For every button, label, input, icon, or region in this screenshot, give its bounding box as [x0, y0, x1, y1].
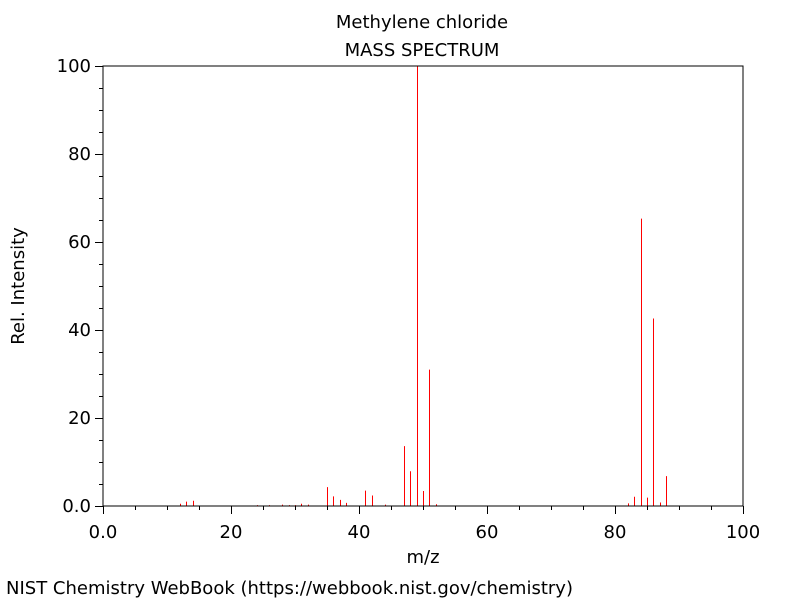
y-axis-ticks: 0.0 20 40 60 80 100 — [57, 56, 103, 517]
peaks-layer — [180, 66, 667, 506]
chart-title: Methylene chloride — [336, 12, 508, 33]
x-tick-label: 80 — [604, 522, 627, 543]
x-tick-label: 60 — [476, 522, 499, 543]
chart-subtitle: MASS SPECTRUM — [345, 40, 500, 61]
x-axis-ticks: 0.0 20 40 60 80 100 — [89, 506, 760, 543]
x-tick-label: 40 — [348, 522, 371, 543]
y-axis-label: Rel. Intensity — [8, 227, 29, 345]
y-tick-label: 20 — [68, 408, 91, 429]
x-tick-label: 20 — [220, 522, 243, 543]
plot-frame — [102, 65, 744, 507]
x-tick-label: 0.0 — [89, 522, 118, 543]
y-tick-label: 100 — [57, 56, 91, 77]
y-tick-label: 80 — [68, 144, 91, 165]
x-tick-label: 100 — [726, 522, 760, 543]
x-axis-label: m/z — [406, 547, 439, 568]
y-tick-label: 60 — [68, 232, 91, 253]
y-tick-label: 0.0 — [62, 496, 91, 517]
y-tick-label: 40 — [68, 320, 91, 341]
source-credit: NIST Chemistry WebBook (https://webbook.… — [6, 578, 573, 599]
